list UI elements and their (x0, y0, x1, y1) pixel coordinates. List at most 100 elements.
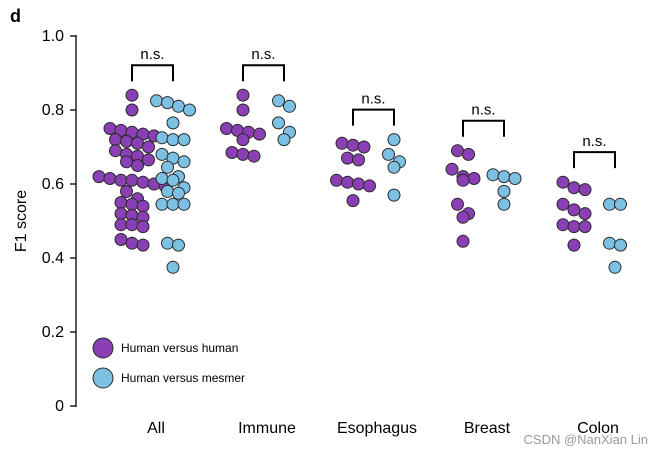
data-point (114, 207, 128, 221)
data-point (125, 236, 139, 250)
data-point (603, 236, 616, 250)
data-point (614, 238, 627, 252)
data-point (578, 207, 592, 221)
data-point (341, 151, 354, 165)
data-point (382, 147, 395, 161)
significance-label: n.s. (140, 46, 164, 63)
data-point (177, 155, 191, 169)
x-category-label: Immune (238, 420, 296, 437)
data-point (456, 234, 470, 248)
data-point (142, 153, 155, 167)
data-point (177, 197, 191, 211)
data-point (236, 88, 250, 102)
data-point (125, 88, 139, 102)
data-point (92, 170, 106, 184)
legend-label-human-vs-mesmer: Human versus mesmer (121, 371, 245, 385)
data-point (451, 144, 464, 158)
significance-bracket (242, 64, 285, 82)
significance-label: n.s. (471, 102, 495, 119)
x-category-label: Colon (577, 420, 619, 437)
data-point (578, 220, 592, 234)
data-point (172, 186, 185, 200)
data-point (125, 103, 139, 117)
data-point (614, 197, 627, 211)
data-point (567, 220, 581, 234)
data-point (103, 122, 117, 135)
data-point (125, 173, 139, 187)
data-point (172, 99, 185, 113)
data-point (236, 147, 250, 161)
data-point (166, 260, 180, 274)
x-category-label: Breast (464, 420, 511, 437)
data-point (352, 177, 365, 191)
data-point (272, 116, 285, 130)
data-point (142, 140, 155, 154)
data-point (556, 197, 570, 211)
data-point (352, 153, 365, 167)
data-point (497, 197, 511, 211)
legend: Human versus human Human versus mesmer (92, 337, 245, 389)
data-point (467, 172, 481, 185)
significance-label: n.s. (361, 91, 385, 108)
data-point (155, 131, 169, 145)
data-points (92, 88, 627, 274)
data-point (283, 99, 296, 113)
data-point (363, 179, 376, 193)
data-point (247, 149, 261, 163)
data-point (136, 175, 150, 189)
data-point (109, 133, 122, 147)
data-point (445, 162, 459, 176)
data-point (155, 147, 169, 161)
data-point (567, 203, 581, 217)
data-point (462, 147, 475, 161)
data-point (236, 133, 250, 147)
data-point (486, 168, 500, 182)
y-tick-label: 0.2 (42, 324, 64, 341)
x-category-labels: All Immune Esophagus Breast Colon (147, 420, 619, 437)
data-point (161, 236, 174, 250)
data-point (103, 172, 117, 185)
data-point (456, 210, 470, 224)
data-point (341, 175, 354, 189)
data-point (166, 116, 180, 130)
data-point (357, 140, 371, 154)
data-point (136, 220, 150, 234)
data-point (603, 197, 616, 211)
panel-letter: d (10, 6, 21, 26)
watermark: CSDN @NanXian Lin (524, 432, 648, 447)
y-tick-label: 1.0 (42, 28, 64, 45)
data-point (253, 127, 266, 141)
data-point (172, 238, 185, 252)
data-point (387, 160, 401, 174)
data-point (335, 136, 349, 150)
data-point (125, 218, 139, 232)
data-point (131, 136, 144, 150)
data-point (177, 133, 191, 147)
data-point (161, 160, 174, 174)
data-point (166, 197, 180, 211)
significance-bracket (352, 108, 395, 126)
y-tick-label: 0 (55, 398, 64, 415)
data-point (387, 133, 401, 147)
data-point (120, 184, 133, 198)
data-point (136, 238, 150, 252)
data-point (556, 175, 570, 189)
data-point (150, 94, 163, 108)
data-point (120, 134, 133, 148)
y-axis-title: F1 score (13, 190, 30, 252)
data-point (109, 144, 122, 158)
legend-marker-human-vs-human (92, 337, 114, 359)
data-point (272, 94, 285, 108)
data-point (508, 172, 522, 185)
significance-bracket (573, 151, 616, 169)
data-point (330, 173, 343, 187)
data-point (608, 260, 622, 274)
data-point (456, 173, 470, 187)
data-point (451, 197, 464, 211)
data-point (556, 218, 570, 232)
data-point (387, 188, 401, 202)
data-point (114, 173, 128, 187)
data-point (136, 199, 150, 213)
data-point (567, 181, 581, 195)
